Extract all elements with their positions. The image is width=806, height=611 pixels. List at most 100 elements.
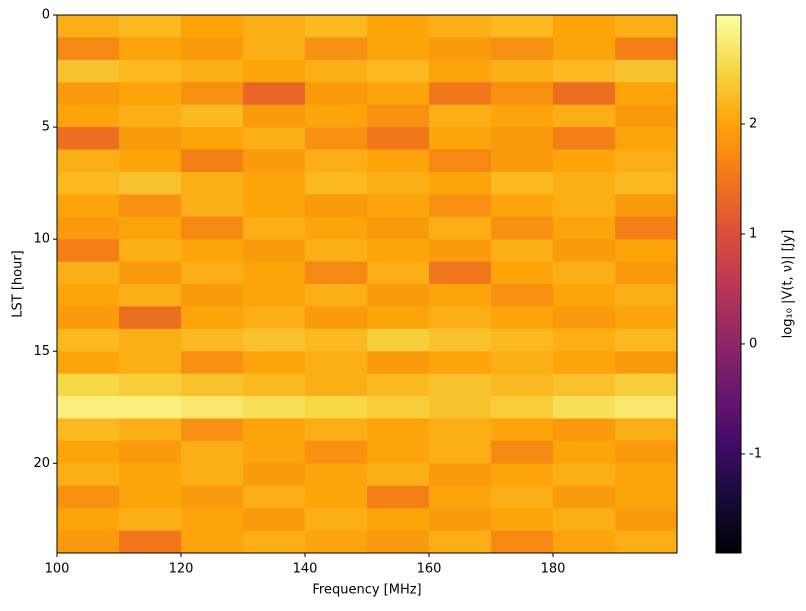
heatmap-cell bbox=[429, 396, 492, 419]
heatmap-cell bbox=[305, 485, 368, 509]
heatmap-cell bbox=[429, 328, 492, 352]
heatmap-cell bbox=[181, 59, 244, 83]
heatmap-cell bbox=[57, 216, 120, 240]
heatmap-cell bbox=[367, 418, 430, 442]
heatmap-cell bbox=[57, 37, 120, 61]
heatmap-cell bbox=[57, 104, 120, 128]
heatmap-cell bbox=[119, 127, 182, 150]
heatmap-cell bbox=[305, 127, 368, 150]
heatmap-cell bbox=[243, 396, 306, 419]
heatmap-cell bbox=[305, 440, 368, 464]
heatmap-cell bbox=[491, 351, 554, 375]
heatmap-cell bbox=[491, 328, 554, 352]
y-tick-label: 20 bbox=[33, 456, 50, 471]
heatmap-cell bbox=[367, 59, 430, 83]
heatmap-cell bbox=[181, 15, 244, 38]
heatmap-cell bbox=[615, 171, 678, 195]
heatmap-cell bbox=[615, 284, 678, 307]
heatmap-cell bbox=[305, 396, 368, 419]
heatmap-cell bbox=[615, 149, 678, 173]
heatmap-cell bbox=[119, 440, 182, 464]
heatmap-cell bbox=[615, 59, 678, 83]
heatmap-cell bbox=[615, 440, 678, 464]
heatmap-cell bbox=[305, 508, 368, 532]
heatmap-cell bbox=[553, 440, 616, 464]
heatmap-cell bbox=[243, 351, 306, 375]
heatmap-cell bbox=[429, 261, 492, 285]
heatmap-cell bbox=[553, 284, 616, 307]
colorbar-tick-label: 0 bbox=[749, 336, 757, 351]
heatmap-cell bbox=[57, 373, 120, 397]
heatmap-cell bbox=[243, 508, 306, 532]
heatmap-cell bbox=[119, 373, 182, 397]
heatmap-cell bbox=[243, 373, 306, 397]
heatmap-cell bbox=[305, 149, 368, 173]
heatmap-cell bbox=[57, 15, 120, 38]
heatmap-cell bbox=[57, 306, 120, 330]
heatmap-cell bbox=[491, 306, 554, 330]
colorbar-tick-label: 1 bbox=[749, 226, 757, 241]
heatmap-cell bbox=[429, 239, 492, 263]
heatmap-cell bbox=[57, 485, 120, 509]
heatmap-cell bbox=[491, 239, 554, 263]
heatmap-cell bbox=[429, 37, 492, 61]
heatmap-cell bbox=[119, 194, 182, 218]
heatmap-cell bbox=[119, 104, 182, 128]
heatmap-cell bbox=[181, 463, 244, 487]
heatmap-cell bbox=[429, 306, 492, 330]
heatmap-cell bbox=[491, 261, 554, 285]
heatmap-cell bbox=[57, 440, 120, 464]
heatmap-cell bbox=[119, 59, 182, 83]
heatmap-cell bbox=[553, 485, 616, 509]
heatmap-cell bbox=[491, 440, 554, 464]
heatmap-cell bbox=[429, 440, 492, 464]
heatmap-cell bbox=[181, 396, 244, 419]
heatmap-cell bbox=[429, 351, 492, 375]
heatmap-cell bbox=[615, 485, 678, 509]
heatmap-cell bbox=[119, 149, 182, 173]
heatmap-cell bbox=[367, 485, 430, 509]
heatmap-cell bbox=[367, 216, 430, 240]
heatmap-cell bbox=[181, 239, 244, 263]
heatmap-cell bbox=[243, 194, 306, 218]
heatmap-cell bbox=[615, 508, 678, 532]
heatmap-cell bbox=[553, 216, 616, 240]
heatmap-cell bbox=[305, 261, 368, 285]
colorbar-tick-label: -1 bbox=[749, 446, 762, 461]
heatmap-cell bbox=[491, 530, 554, 554]
heatmap-cell bbox=[243, 15, 306, 38]
heatmap-cell bbox=[553, 59, 616, 83]
heatmap-cell bbox=[429, 463, 492, 487]
heatmap-cell bbox=[429, 373, 492, 397]
heatmap-cell bbox=[491, 37, 554, 61]
heatmap-cell bbox=[429, 216, 492, 240]
heatmap-cell bbox=[429, 508, 492, 532]
heatmap-cell bbox=[367, 306, 430, 330]
colorbar-label: log₁₀ |V(t, ν)| [Jy] bbox=[781, 230, 796, 339]
heatmap-cell bbox=[243, 306, 306, 330]
colorbar bbox=[715, 14, 742, 554]
heatmap-cell bbox=[243, 485, 306, 509]
heatmap-cell bbox=[491, 82, 554, 106]
heatmap-cell bbox=[429, 104, 492, 128]
heatmap-cell bbox=[181, 351, 244, 375]
heatmap-cell bbox=[615, 104, 678, 128]
heatmap-cell bbox=[553, 37, 616, 61]
heatmap-cell bbox=[305, 59, 368, 83]
heatmap-cell bbox=[491, 463, 554, 487]
heatmap-cell bbox=[429, 149, 492, 173]
heatmap-cell bbox=[57, 463, 120, 487]
heatmap-cell bbox=[367, 239, 430, 263]
heatmap-cell bbox=[305, 216, 368, 240]
heatmap-cell bbox=[57, 284, 120, 307]
heatmap-cell bbox=[181, 284, 244, 307]
heatmap-cell bbox=[305, 194, 368, 218]
heatmap-cell bbox=[243, 216, 306, 240]
heatmap-cell bbox=[367, 149, 430, 173]
heatmap-cell bbox=[491, 194, 554, 218]
heatmap-cell bbox=[57, 508, 120, 532]
heatmap-cell bbox=[181, 149, 244, 173]
heatmap-cell bbox=[367, 261, 430, 285]
heatmap-cell bbox=[553, 463, 616, 487]
